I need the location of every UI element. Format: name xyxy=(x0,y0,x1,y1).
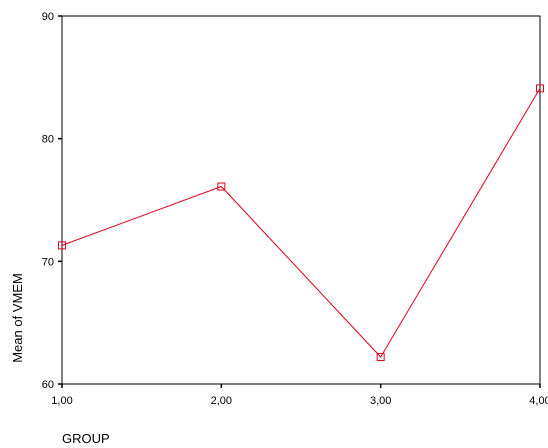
data-point-marker xyxy=(58,241,66,250)
x-tick-label: 3,00 xyxy=(370,395,391,407)
x-tick-label: 2,00 xyxy=(211,395,232,407)
y-axis-ticks: 60 70 80 90 xyxy=(42,11,62,391)
plot-frame xyxy=(61,15,541,385)
y-tick-label: 60 xyxy=(42,379,54,391)
y-axis-title: Mean of VMEM xyxy=(10,273,25,363)
data-point-marker xyxy=(536,84,544,93)
series-line xyxy=(61,88,541,358)
y-tick-label: 90 xyxy=(42,11,54,23)
y-tick-label: 70 xyxy=(42,256,54,268)
data-point-marker xyxy=(217,182,226,191)
y-tick-label: 80 xyxy=(42,134,54,146)
x-tick-label: 1,00 xyxy=(51,395,72,407)
x-tick-label: 4,00 xyxy=(529,395,548,407)
data-point-marker xyxy=(376,353,385,362)
x-axis-title: GROUP xyxy=(62,431,110,446)
series-markers xyxy=(58,84,544,362)
x-axis-ticks: 1,00 2,00 3,00 4,00 xyxy=(51,384,548,407)
